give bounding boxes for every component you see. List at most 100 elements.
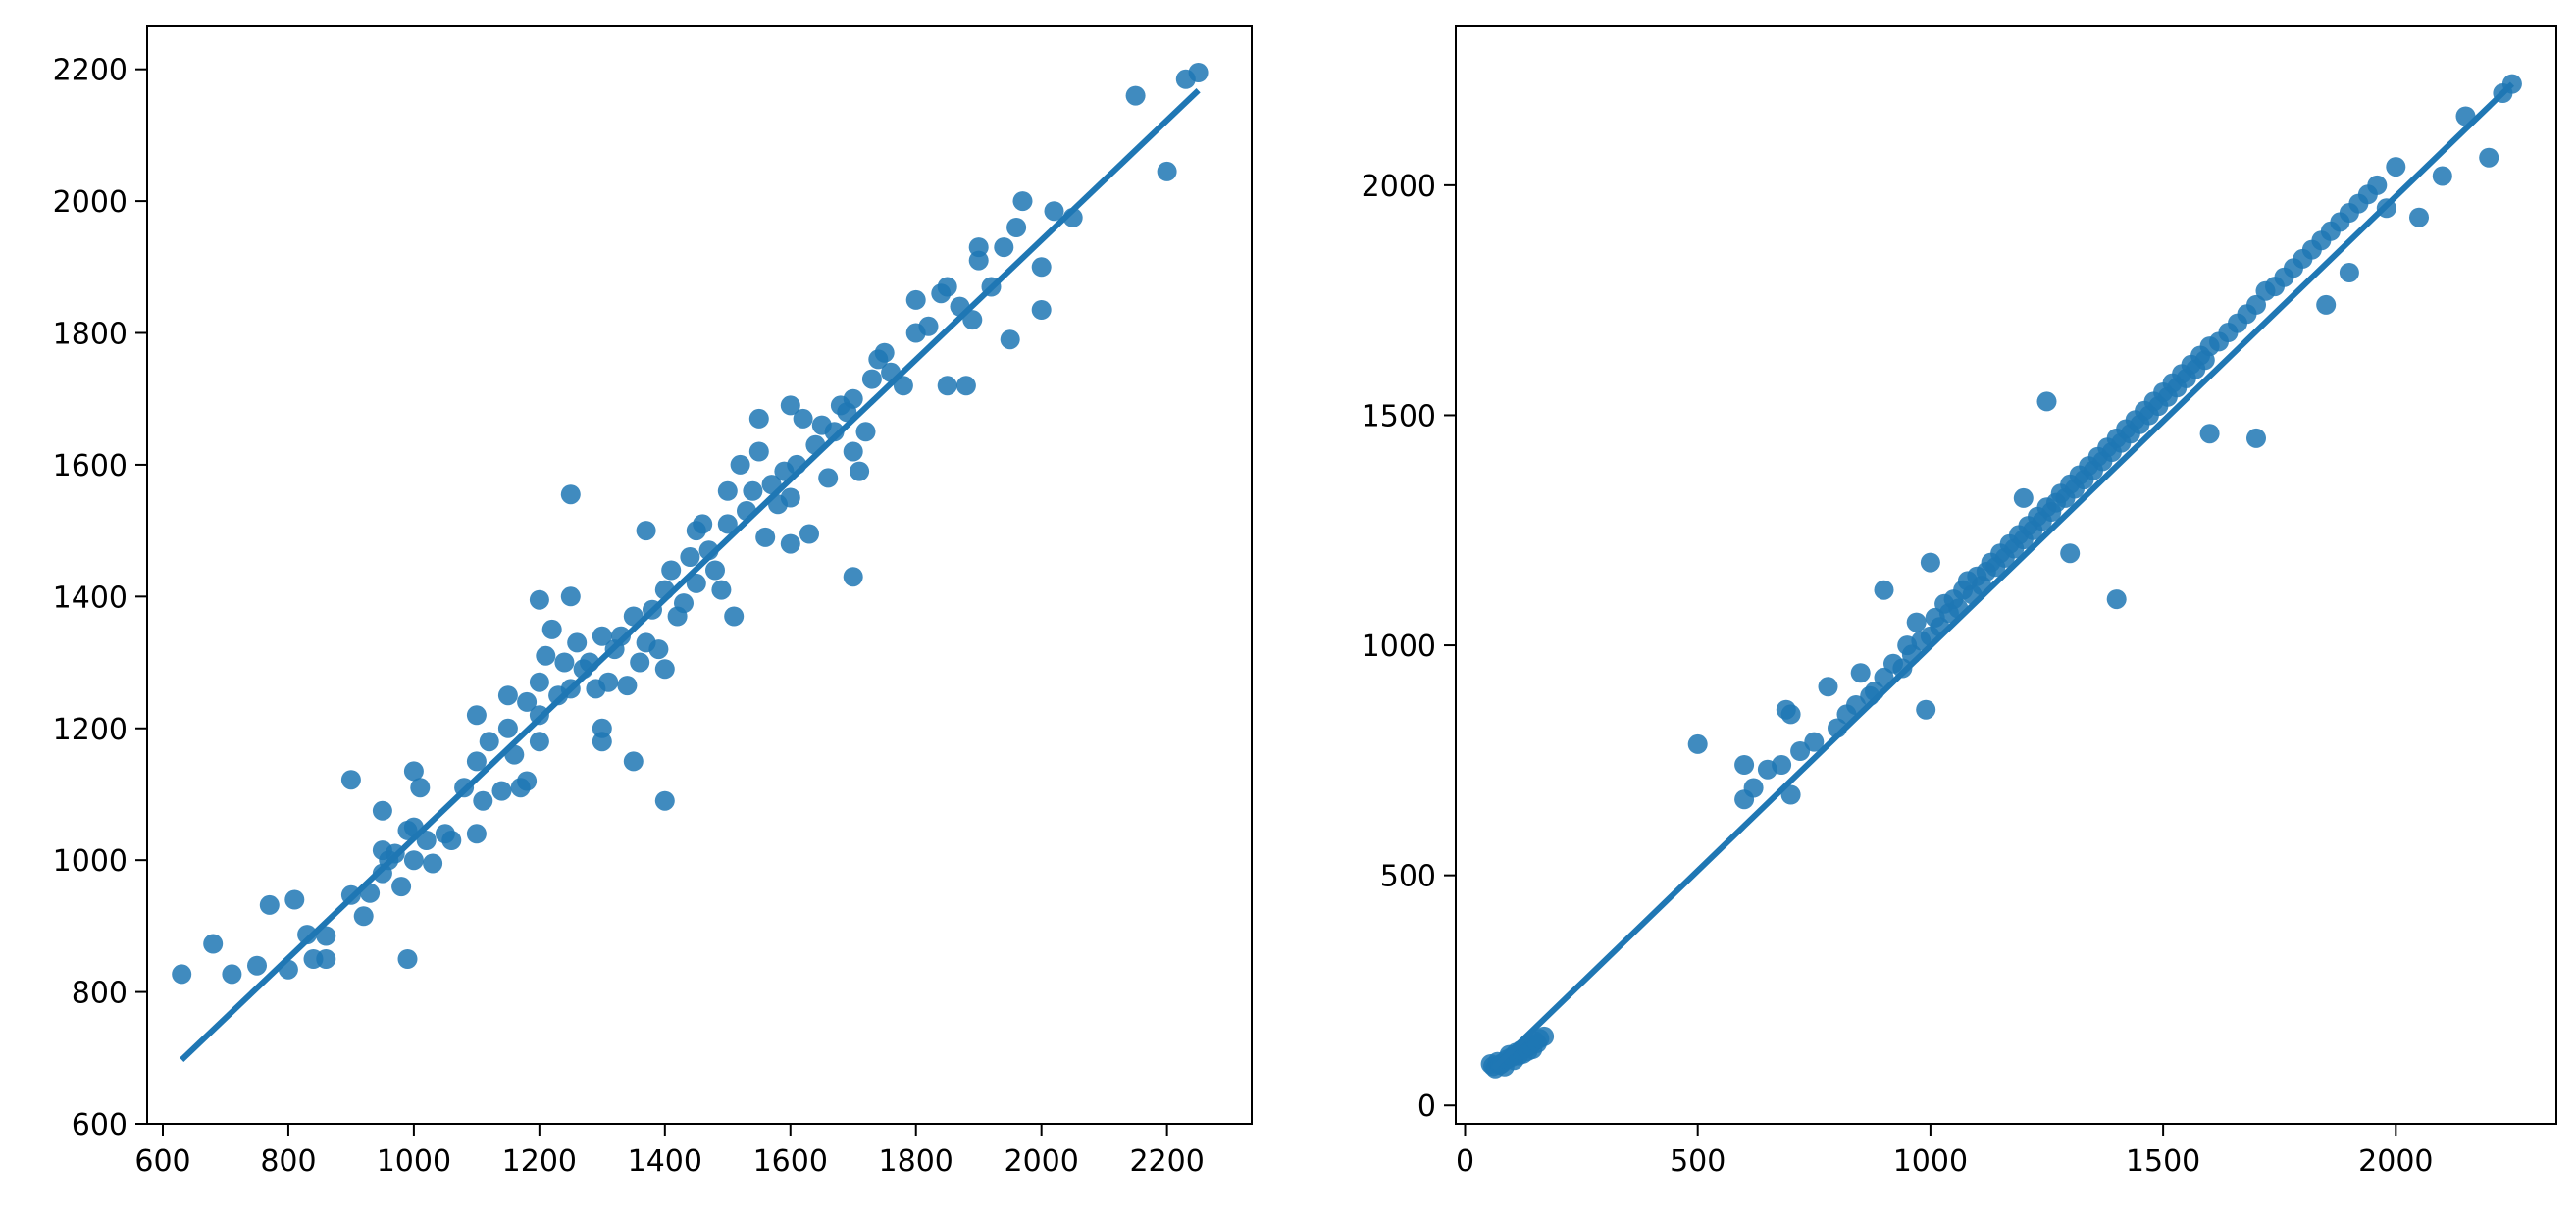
y-tick-label: 800	[72, 977, 128, 1011]
data-point	[1920, 552, 1940, 573]
data-point	[2199, 424, 2220, 444]
x-tick-label: 1800	[879, 1144, 953, 1179]
y-tick-label: 2000	[53, 185, 128, 220]
data-point	[654, 790, 675, 811]
data-point	[748, 408, 769, 429]
data-point	[1790, 741, 1811, 761]
data-point	[529, 672, 549, 692]
data-point	[793, 408, 813, 429]
data-point	[598, 672, 619, 692]
data-point	[403, 761, 424, 782]
scatter-points	[172, 63, 1209, 985]
data-point	[1031, 257, 1052, 278]
data-point	[2246, 294, 2266, 315]
data-point	[674, 593, 694, 614]
x-tick-label: 500	[1670, 1144, 1726, 1179]
data-point	[397, 949, 418, 969]
data-point	[517, 691, 538, 712]
data-point	[693, 514, 713, 534]
data-point	[259, 894, 280, 915]
data-point	[780, 487, 800, 508]
data-point	[799, 524, 819, 544]
y-tick-label: 2200	[53, 54, 128, 88]
data-point	[529, 732, 549, 752]
data-point	[717, 514, 738, 534]
data-point	[861, 369, 882, 389]
data-point	[717, 480, 738, 501]
data-point	[2036, 391, 2057, 412]
data-point	[780, 395, 800, 416]
data-point	[1012, 191, 1033, 212]
data-point	[686, 573, 706, 593]
data-point	[994, 237, 1014, 258]
x-tick-label: 1600	[753, 1144, 828, 1179]
data-point	[623, 751, 644, 772]
data-point	[172, 964, 192, 985]
data-point	[372, 800, 392, 821]
x-tick-label: 1000	[1893, 1144, 1968, 1179]
x-tick-label: 1400	[628, 1144, 702, 1179]
plot-frame	[1455, 25, 2557, 1125]
scatter-points	[1480, 74, 2522, 1079]
y-tick-label: 2000	[1362, 170, 1436, 204]
data-point	[410, 778, 431, 798]
data-point	[850, 461, 870, 481]
y-tick-label: 1000	[53, 844, 128, 879]
data-point	[340, 770, 361, 790]
x-tick-label: 0	[1456, 1144, 1474, 1179]
data-point	[1044, 201, 1064, 222]
data-point	[617, 676, 638, 696]
data-point	[423, 853, 443, 874]
data-point	[874, 342, 895, 363]
regression-line	[1490, 81, 2515, 1071]
y-tick-label: 1600	[53, 449, 128, 483]
data-point	[843, 567, 863, 587]
data-point	[1772, 755, 1792, 775]
data-point	[441, 831, 462, 850]
data-point	[611, 626, 631, 646]
data-point	[937, 277, 957, 297]
data-point	[479, 732, 499, 752]
y-tick-label: 0	[1417, 1089, 1436, 1124]
data-point	[2013, 487, 2034, 508]
x-tick-label: 1000	[377, 1144, 451, 1179]
data-point	[1000, 329, 1020, 350]
data-point	[2339, 263, 2359, 282]
data-point	[2386, 157, 2406, 177]
data-point	[592, 718, 612, 738]
data-point	[284, 889, 305, 910]
data-point	[893, 376, 913, 396]
data-point	[648, 639, 669, 660]
data-point	[403, 850, 424, 871]
data-point	[222, 964, 242, 985]
y-tick-label: 600	[72, 1108, 128, 1142]
data-point	[529, 589, 549, 610]
data-point	[843, 441, 863, 462]
x-tick-label: 2000	[2358, 1144, 2433, 1179]
data-point	[592, 626, 612, 646]
data-point	[918, 316, 939, 336]
x-tick-label: 1200	[502, 1144, 577, 1179]
plot-frame	[146, 25, 1253, 1125]
x-tick-label: 1500	[2126, 1144, 2200, 1179]
x-tick-label: 600	[134, 1144, 190, 1179]
data-point	[630, 652, 650, 673]
data-point	[2409, 207, 2429, 227]
data-point	[1188, 63, 1209, 82]
data-point	[391, 877, 412, 897]
data-point	[1874, 580, 1894, 600]
data-point	[2106, 589, 2127, 610]
data-point	[1916, 699, 1936, 720]
data-point	[466, 705, 487, 726]
data-point	[968, 237, 989, 258]
data-point	[1780, 704, 1801, 725]
y-tick-label: 1800	[53, 318, 128, 352]
data-point	[567, 632, 588, 653]
data-point	[2479, 147, 2499, 168]
data-point	[661, 560, 682, 581]
data-point	[724, 606, 745, 627]
data-point	[855, 422, 876, 442]
data-point	[1157, 161, 1177, 181]
y-tick-label: 1400	[53, 581, 128, 615]
